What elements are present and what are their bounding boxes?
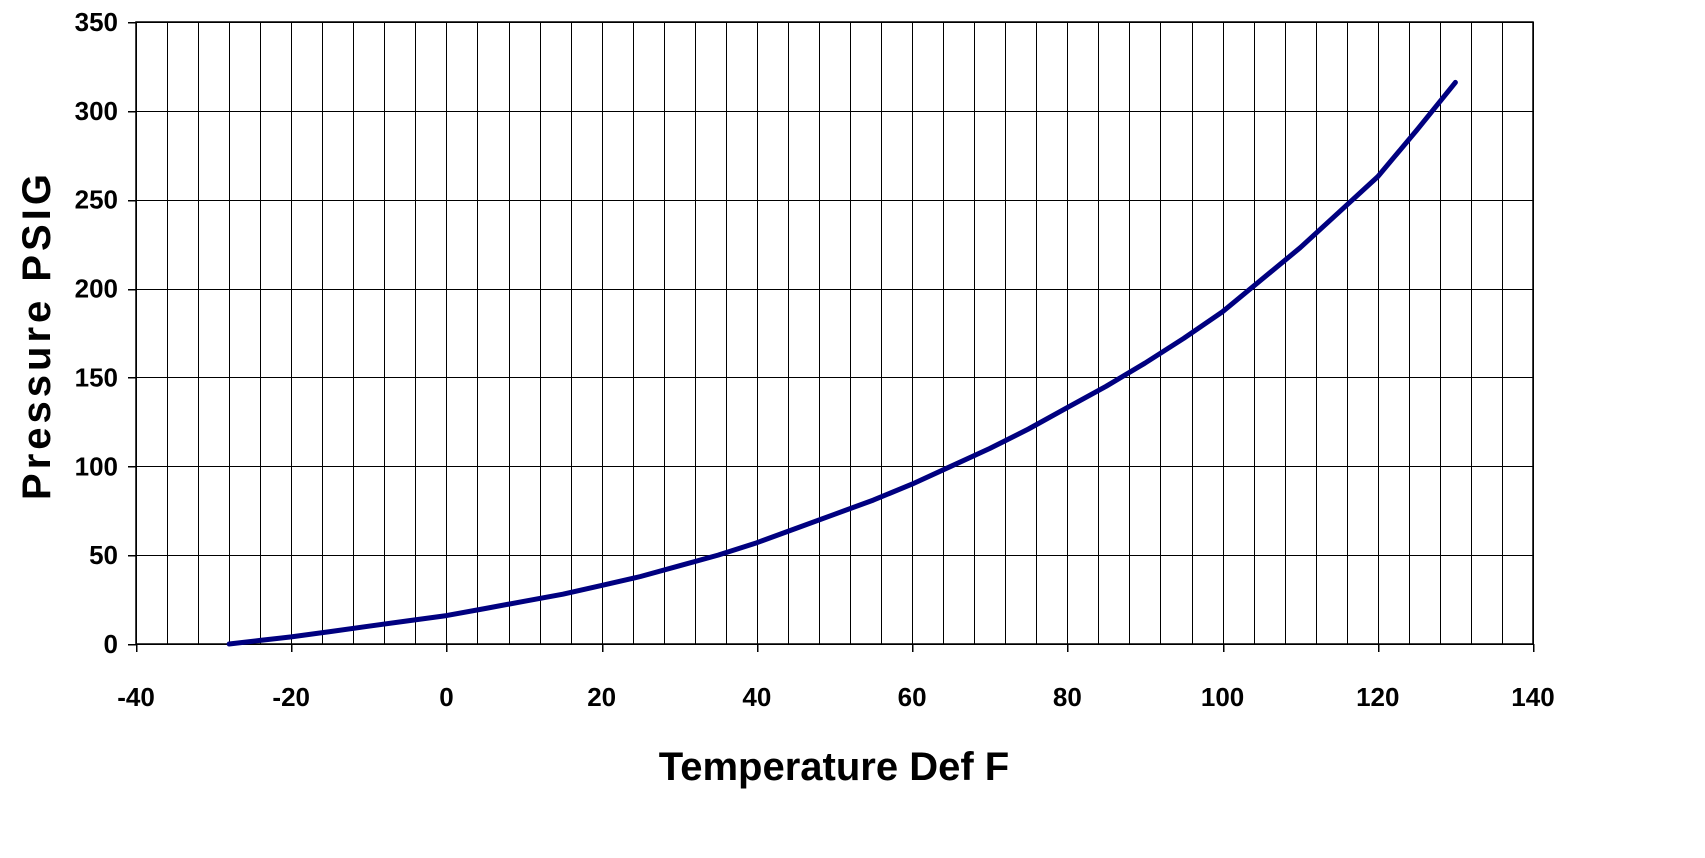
y-tick-label: 150 bbox=[75, 362, 118, 392]
x-tick-label: -40 bbox=[117, 682, 155, 712]
x-tick-label: 100 bbox=[1201, 682, 1244, 712]
x-tick-label: 120 bbox=[1356, 682, 1399, 712]
x-tick-label: 60 bbox=[898, 682, 927, 712]
x-tick-labels: -40 -20 0 20 40 60 80 100 120 140 bbox=[117, 682, 1554, 712]
x-tick-label: 0 bbox=[439, 682, 453, 712]
y-tick-label: 200 bbox=[75, 274, 118, 304]
y-tick-label: 300 bbox=[75, 96, 118, 126]
x-tick-label: 20 bbox=[587, 682, 616, 712]
y-axis-title: Pressure PSIG bbox=[15, 170, 59, 500]
x-tick-label: 80 bbox=[1053, 682, 1082, 712]
x-axis-title: Temperature Def F bbox=[659, 745, 1009, 789]
y-tick-label: 50 bbox=[89, 540, 118, 570]
x-tick-label: -20 bbox=[272, 682, 310, 712]
y-tick-label: 100 bbox=[75, 451, 118, 481]
y-tick-label: 0 bbox=[104, 629, 118, 659]
y-tick-labels: 0 50 100 150 200 250 300 350 bbox=[75, 7, 118, 659]
y-tick-label: 350 bbox=[75, 7, 118, 37]
plot-area bbox=[136, 22, 1533, 644]
y-tick-label: 250 bbox=[75, 185, 118, 215]
x-tick-label: 40 bbox=[742, 682, 771, 712]
x-tick-label: 140 bbox=[1511, 682, 1554, 712]
